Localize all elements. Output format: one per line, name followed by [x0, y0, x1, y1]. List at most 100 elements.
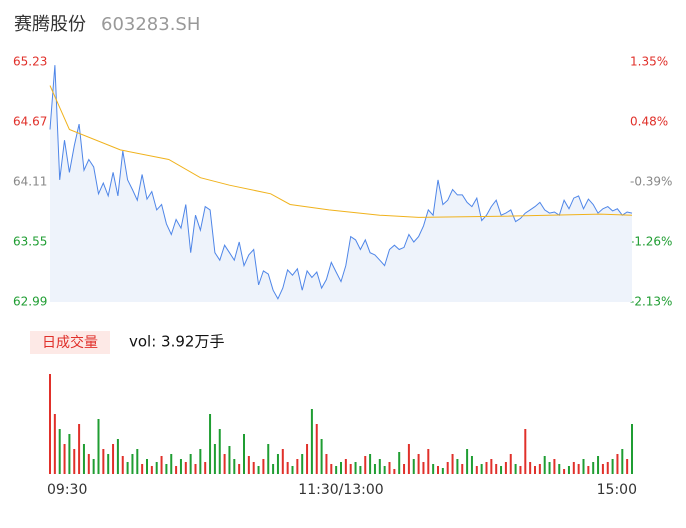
- volume-bar: [553, 459, 556, 474]
- volume-bar: [412, 459, 415, 474]
- volume-bar: [422, 462, 425, 474]
- volume-bar: [427, 449, 430, 474]
- y2-tick-label: -2.13%: [630, 295, 672, 309]
- volume-bar: [286, 462, 289, 474]
- volume-bar: [441, 468, 444, 474]
- volume-bar: [199, 449, 202, 474]
- volume-bar: [189, 454, 192, 474]
- volume-bar: [524, 429, 527, 474]
- average-line: [49, 85, 633, 218]
- volume-bar: [393, 469, 396, 474]
- volume-bar: [475, 466, 478, 474]
- volume-bar: [558, 464, 561, 474]
- volume-bar: [257, 466, 260, 474]
- volume-bar: [567, 466, 570, 474]
- volume-bar: [383, 466, 386, 474]
- volume-bar: [247, 456, 250, 474]
- volume-bar: [150, 466, 153, 474]
- volume-bar: [572, 462, 575, 474]
- stock-name: 赛腾股份: [14, 14, 86, 35]
- volume-bar: [146, 459, 148, 474]
- x-tick-label: 11:30/13:00: [298, 482, 383, 498]
- y-tick-label: 63.55: [13, 235, 47, 249]
- volume-bar: [213, 444, 216, 474]
- volume-bar: [112, 444, 115, 474]
- volume-bar: [82, 444, 85, 474]
- volume-bar: [349, 464, 352, 474]
- volume-bar: [209, 414, 212, 474]
- volume-bar: [218, 429, 221, 474]
- volume-bar: [160, 456, 163, 474]
- volume-bar: [480, 464, 483, 474]
- stock-code: 603283.SH: [101, 14, 200, 35]
- volume-bar: [344, 459, 347, 474]
- volume-bar: [68, 434, 71, 474]
- volume-bar: [534, 466, 536, 474]
- volume-bar: [529, 462, 532, 474]
- volume-bar: [601, 464, 604, 474]
- volume-bar: [577, 464, 580, 474]
- volume-bar: [194, 464, 197, 474]
- volume-bar: [616, 454, 619, 474]
- volume-bar: [126, 462, 129, 474]
- volume-bar: [92, 459, 95, 474]
- volume-bar: [451, 454, 454, 474]
- volume-bar: [466, 449, 469, 474]
- volume-bar: [315, 424, 318, 474]
- volume-bar: [485, 462, 488, 474]
- volume-bar: [179, 459, 182, 474]
- y-tick-label: 64.67: [13, 115, 47, 129]
- volume-bar: [53, 414, 56, 474]
- volume-bar: [310, 409, 313, 474]
- volume-bar: [281, 449, 284, 474]
- y2-tick-label: 1.35%: [630, 55, 668, 69]
- volume-bar: [369, 454, 372, 474]
- volume-bar: [514, 464, 517, 474]
- volume-bar: [437, 466, 439, 474]
- volume-bar: [58, 429, 61, 474]
- volume-label: 日成交量: [42, 334, 98, 351]
- volume-bar: [470, 456, 473, 474]
- volume-bar: [407, 444, 410, 474]
- volume-bar: [432, 464, 435, 474]
- volume-total: vol: 3.92万手: [129, 333, 224, 351]
- y-tick-label: 62.99: [13, 295, 47, 309]
- volume-bar: [296, 459, 299, 474]
- volume-bar: [170, 454, 173, 474]
- volume-bar: [243, 434, 245, 474]
- volume-bar: [490, 459, 493, 474]
- volume-bar: [325, 454, 328, 474]
- volume-bar: [223, 454, 226, 474]
- volume-bar: [538, 464, 541, 474]
- volume-bar: [267, 444, 270, 474]
- price-line: [49, 65, 633, 300]
- volume-bar: [276, 454, 279, 474]
- volume-bar: [102, 449, 105, 474]
- y-tick-label: 64.11: [13, 175, 47, 189]
- y2-tick-label: 0.48%: [630, 115, 668, 129]
- volume-bar: [175, 466, 178, 474]
- volume-bar: [359, 466, 362, 474]
- volume-bar: [592, 462, 595, 474]
- volume-bar: [495, 464, 498, 474]
- volume-bar: [563, 469, 566, 474]
- volume-bar: [121, 456, 124, 474]
- volume-bar: [606, 462, 609, 474]
- volume-bar: [272, 464, 275, 474]
- volume-bar: [509, 454, 512, 474]
- volume-bar: [446, 462, 449, 474]
- volume-bar: [500, 466, 503, 474]
- volume-bar: [335, 466, 338, 474]
- y2-tick-label: -1.26%: [630, 235, 672, 249]
- volume-bar: [398, 452, 401, 474]
- volume-bar: [388, 462, 391, 474]
- volume-bar: [73, 449, 76, 474]
- volume-bar: [519, 466, 522, 474]
- volume-bar: [354, 462, 357, 474]
- volume-bar: [107, 454, 110, 474]
- volume-bar: [306, 444, 309, 474]
- volume-bar: [340, 462, 342, 474]
- volume-bar: [155, 462, 158, 474]
- volume-bar: [373, 464, 376, 474]
